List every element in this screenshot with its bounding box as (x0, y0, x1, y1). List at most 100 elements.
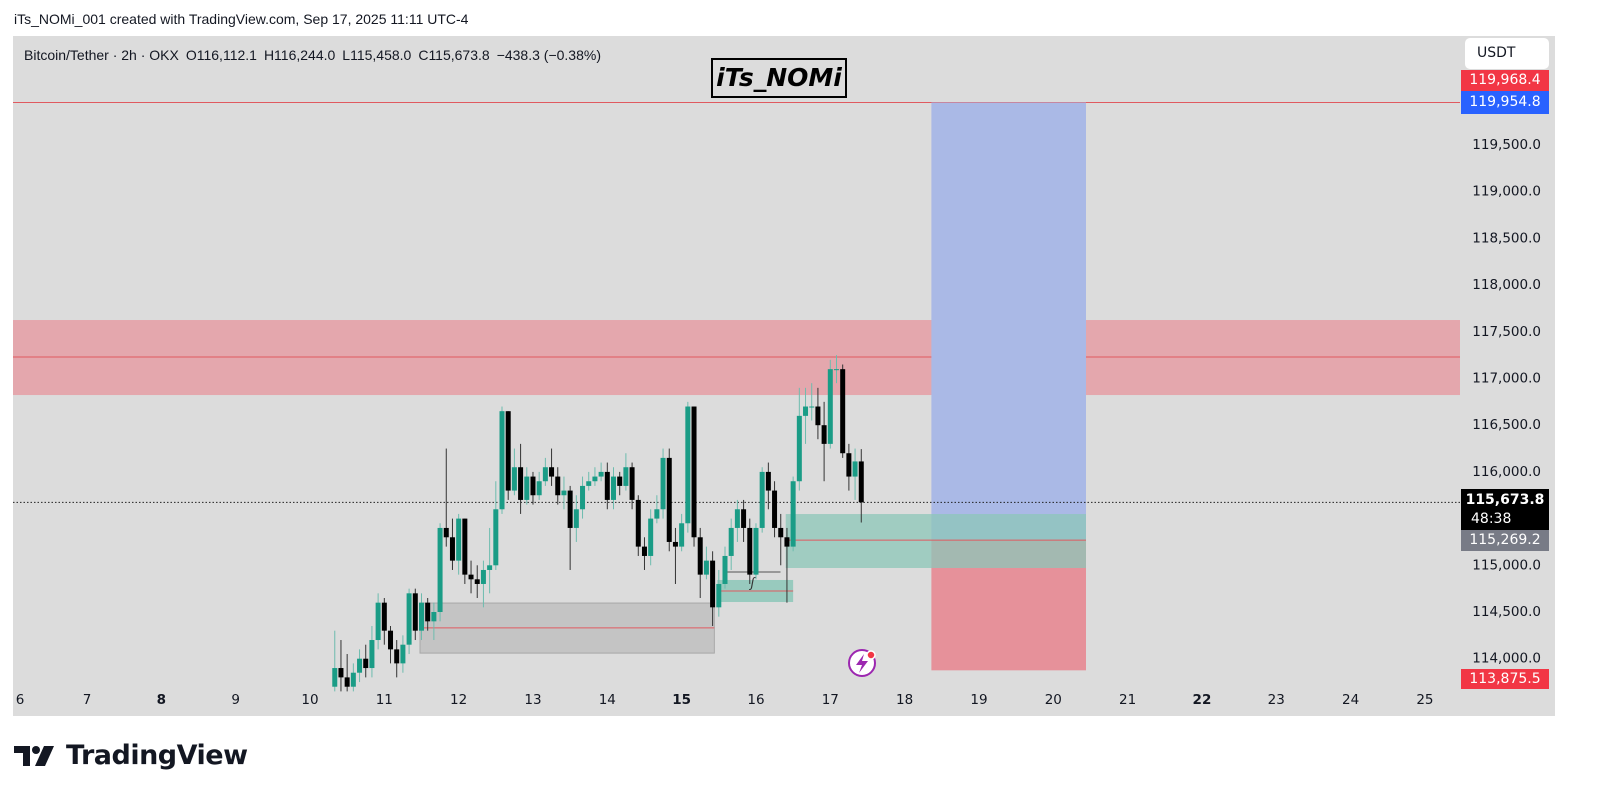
price-tick-label: 114,000.0 (1472, 651, 1541, 667)
candle (363, 644, 369, 678)
price-tick-label: 116,500.0 (1472, 417, 1541, 433)
time-tick-label: 17 (822, 692, 839, 708)
price-tick-label: 116,000.0 (1472, 464, 1541, 480)
candle (641, 537, 647, 570)
candle (666, 448, 672, 552)
candle (338, 640, 344, 692)
author-watermark: iTs_NOMi (711, 58, 847, 98)
candle (580, 476, 586, 519)
price-axis[interactable]: 114,000.0114,500.0115,000.0115,500.0116,… (1472, 137, 1541, 667)
candle-body (437, 527, 443, 612)
candle (480, 560, 486, 608)
candle-body (586, 481, 592, 486)
candle-body (703, 560, 709, 575)
candle (679, 513, 685, 552)
candle (858, 449, 864, 523)
ohlc-low: L115,458.0 (342, 47, 412, 63)
candle-body (672, 541, 678, 547)
position-target-area (931, 102, 1086, 541)
time-axis[interactable]: 6 7 8 9 10 11 12 13 14 15 16 17 18 19 20 21 22 23 24 25 (16, 692, 1434, 708)
entry-price-label: 115,269.2 (1461, 530, 1549, 551)
time-tick-label: 9 (231, 692, 240, 708)
candle (635, 495, 641, 556)
candle-body (363, 658, 369, 669)
stop-price-label: 113,875.5 (1461, 669, 1549, 689)
candle-body (536, 481, 542, 496)
candle (381, 597, 387, 645)
currency-button[interactable]: USDT (1465, 38, 1549, 69)
time-tick-label: 16 (747, 692, 764, 708)
time-tick-label: 13 (524, 692, 541, 708)
candle (493, 481, 499, 570)
candle-body (803, 406, 809, 416)
candle-body (790, 481, 796, 547)
candle-body (542, 467, 548, 482)
candle (418, 593, 424, 641)
candle-body (617, 476, 623, 486)
candle-body (493, 509, 499, 566)
candle-body (611, 476, 617, 500)
candle-body (815, 406, 821, 426)
candle-body (592, 476, 598, 482)
hidden-price-label: 119,968.4 (1461, 70, 1549, 91)
symbol-info[interactable]: Bitcoin/Tether · 2h · OKX (24, 47, 179, 63)
candle (344, 654, 350, 692)
price-tick-label: 118,500.0 (1472, 230, 1541, 246)
candle (716, 569, 722, 617)
candle-body (821, 425, 827, 444)
candle-body (840, 369, 846, 454)
candle-body (524, 476, 530, 500)
time-tick-label: 19 (970, 692, 987, 708)
time-tick-label: 12 (450, 692, 467, 708)
candle (827, 359, 833, 449)
candle-body (580, 485, 586, 510)
candle (759, 467, 765, 533)
candle (487, 527, 493, 594)
candle (542, 457, 548, 486)
candle-body (635, 499, 641, 547)
candle-body (753, 527, 759, 575)
candle (840, 364, 846, 458)
time-tick-label: 20 (1045, 692, 1062, 708)
candle-body (827, 369, 833, 444)
candle (462, 518, 468, 584)
candle-body (722, 555, 728, 584)
candle-body (691, 406, 697, 538)
candle-body (344, 677, 350, 687)
candle-body (567, 490, 573, 528)
candle (536, 471, 542, 500)
price-tick-label: 119,500.0 (1472, 137, 1541, 153)
candle-body (629, 467, 635, 500)
candle (728, 518, 734, 570)
candle-body (833, 369, 839, 371)
price-tick-label: 118,000.0 (1472, 277, 1541, 293)
candle (784, 527, 790, 603)
candle-body (400, 644, 406, 664)
ohlc-change: −438.3 (−0.38%) (496, 47, 601, 63)
candle (611, 467, 617, 510)
lightning-icon[interactable] (848, 649, 876, 677)
target-price-label: 119,954.8 (1461, 91, 1549, 114)
candle-body (728, 527, 734, 556)
time-tick-label: 15 (672, 692, 691, 708)
candle (710, 551, 716, 627)
candle-body (357, 658, 363, 673)
time-tick-label: 23 (1268, 692, 1285, 708)
candle (815, 387, 821, 440)
tradingview-logo[interactable]: TradingView (14, 740, 248, 771)
price-tick-label: 119,000.0 (1472, 184, 1541, 200)
candle-body (369, 640, 375, 669)
price-tick-label: 117,500.0 (1472, 324, 1541, 340)
candle-body (555, 476, 561, 496)
candle-body (679, 523, 685, 547)
candle (778, 513, 784, 566)
candle (753, 523, 759, 580)
candle (734, 499, 740, 542)
candle (586, 471, 592, 491)
candle-body (604, 471, 610, 500)
candle (772, 481, 778, 538)
candle-body (468, 574, 474, 580)
bar-countdown: 48:38 (1471, 511, 1512, 527)
candle (437, 523, 443, 622)
